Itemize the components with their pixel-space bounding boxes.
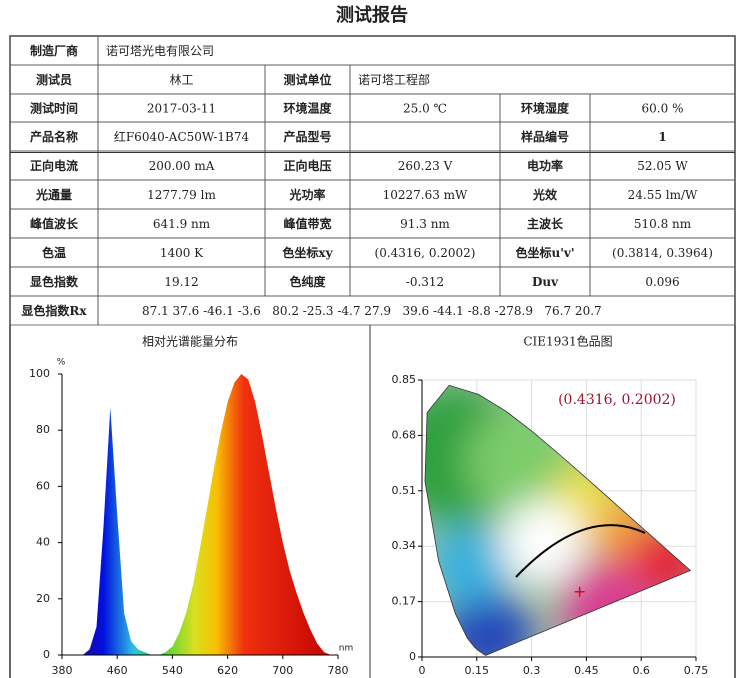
y-unit: % (57, 358, 66, 368)
x-tick-label: 620 (217, 664, 238, 677)
x-tick-label: 0.15 (465, 664, 490, 677)
y-tick-label: 20 (36, 592, 50, 605)
table-cell (349, 121, 501, 152)
gamut-blob (559, 559, 650, 650)
cell-label: 色坐标xy (282, 245, 333, 260)
spectrum-area (62, 374, 338, 655)
cell-label: 测试员 (36, 72, 72, 87)
cell-value: 24.55 lm/W (628, 188, 698, 202)
gamut-colors (425, 385, 691, 656)
cell-label: 色纯度 (289, 274, 326, 289)
y-tick-label: 60 (36, 479, 50, 492)
y-tick-label: 0.51 (392, 484, 417, 497)
cell-label: 测试时间 (30, 101, 78, 116)
y-tick-label: 0.68 (392, 428, 417, 441)
cell-value: 260.23 V (398, 159, 453, 173)
x-tick-label: 460 (107, 664, 128, 677)
cell-value: 91.3 nm (400, 217, 450, 231)
cell-label: 主波长 (527, 216, 564, 231)
cell-value: 52.05 W (637, 159, 688, 173)
cell-label: 光功率 (288, 187, 325, 202)
cell-value: 60.0 % (642, 102, 684, 116)
chromaticity-point (574, 586, 585, 597)
report-title: 测试报告 (336, 4, 408, 26)
cell-label: 环境温度 (283, 101, 332, 116)
chart-title: 相对光谱能量分布 (142, 335, 238, 349)
cell-value: 2017-03-11 (147, 102, 216, 116)
cell-label: 色坐标u'v' (515, 245, 574, 260)
chart-title: CIE1931色品图 (523, 335, 612, 349)
y-tick-label: 0.34 (392, 539, 417, 552)
cell-value: 1277.79 lm (147, 188, 216, 202)
x-unit: nm (339, 644, 353, 654)
cell-value: 87.1 37.6 -46.1 -3.6 80.2 -25.3 -4.7 27.… (142, 304, 602, 318)
cell-value: 10227.63 mW (383, 188, 468, 202)
cell-value: 红F6040-AC50W-1B74 (114, 129, 250, 144)
cell-value: 641.9 nm (153, 217, 211, 231)
y-tick-label: 0.17 (392, 595, 417, 608)
cell-label: 峰值带宽 (283, 216, 331, 231)
y-tick-label: 0.85 (392, 373, 417, 386)
cell-value: 诺可塔工程部 (358, 72, 430, 87)
cell-value: -0.312 (406, 275, 444, 289)
cell-label: 样品编号 (521, 129, 569, 144)
cell-value: 诺可塔光电有限公司 (106, 44, 214, 58)
cell-value: 200.00 mA (149, 159, 215, 173)
y-tick-label: 0 (43, 648, 50, 661)
x-tick-label: 0.45 (574, 664, 599, 677)
x-tick-label: 0.6 (632, 664, 650, 677)
cell-label: 环境湿度 (521, 101, 570, 116)
spectral-locus (424, 384, 692, 656)
cell-value: (0.4316, 0.2002) (375, 246, 476, 260)
cell-value: (0.3814, 0.3964) (612, 246, 713, 260)
cell-label: 电功率 (527, 158, 563, 173)
cell-value: 25.0 ℃ (403, 102, 447, 116)
cell-label: 光通量 (35, 187, 72, 202)
cell-value: 1400 K (160, 246, 204, 260)
cell-label: 光效 (532, 187, 558, 202)
cell-label: Duv (532, 275, 559, 289)
y-tick-label: 80 (36, 423, 50, 436)
spectrum-chart: 相对光谱能量分布% nm 0 20 40 60 80 100 380 460 540 620 700 78… (29, 335, 353, 678)
cell-label: 制造厂商 (30, 43, 78, 58)
x-tick-label: 0 (419, 664, 426, 677)
cell-label: 显色指数Rx (21, 303, 87, 318)
x-tick-label: 380 (52, 664, 73, 677)
point-label: (0.4316, 0.2002) (558, 392, 676, 408)
cell-label: 产品名称 (30, 129, 78, 144)
gamut-blob (429, 525, 510, 606)
x-tick-label: 700 (272, 664, 293, 677)
y-tick-label: 40 (36, 536, 50, 549)
y-tick-label: 100 (29, 367, 50, 380)
y-tick-label: 0 (409, 650, 416, 663)
cell-label: 测试单位 (283, 72, 331, 87)
cell-value: 19.12 (164, 275, 198, 289)
cell-value: 510.8 nm (634, 217, 692, 231)
cell-label: 正向电流 (30, 158, 78, 173)
x-tick-label: 0.75 (684, 664, 709, 677)
cell-label: 峰值波长 (30, 216, 79, 231)
cell-label: 产品型号 (283, 129, 331, 144)
x-tick-label: 540 (162, 664, 183, 677)
cell-value: 0.096 (645, 275, 679, 289)
gamut-blob (442, 589, 533, 656)
cell-label: 1 (658, 130, 666, 144)
gamut-blob (500, 500, 585, 585)
cell-label: 显色指数 (30, 274, 79, 289)
table-cell (97, 295, 736, 326)
cell-label: 正向电压 (283, 158, 331, 173)
planckian-locus (515, 524, 646, 578)
cell-value: 林工 (169, 73, 193, 87)
x-tick-label: 0.3 (523, 664, 541, 677)
x-tick-label: 780 (328, 664, 349, 677)
cie-chart: CIE1931色品图 0 0.17 0.34 0.51 0.68 0.85 0 0.15 0.3 0… (392, 335, 709, 678)
cell-label: 色温 (42, 245, 66, 260)
